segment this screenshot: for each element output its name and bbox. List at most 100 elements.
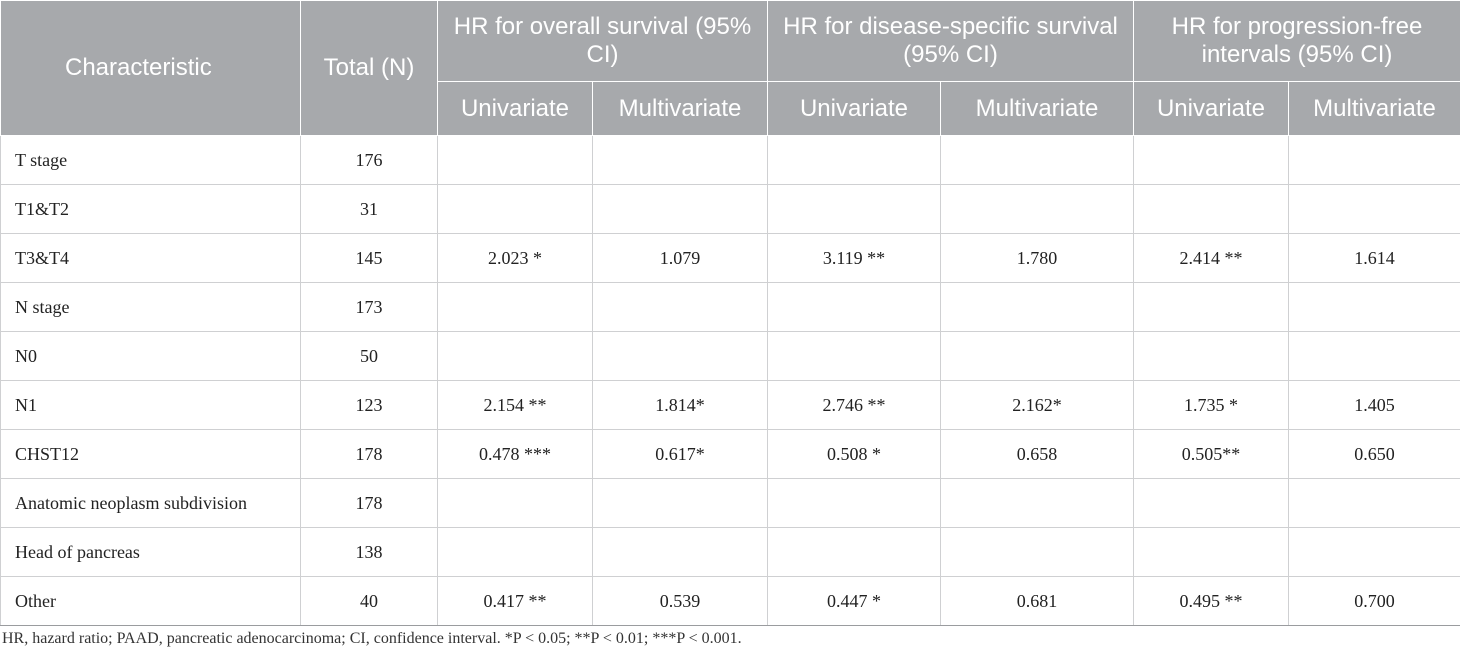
cell-characteristic: N stage xyxy=(0,282,301,332)
cell-hr-value xyxy=(1133,527,1289,577)
cell-hr-value: 0.539 xyxy=(592,576,768,626)
cell-hr-value xyxy=(940,527,1134,577)
cell-total: 173 xyxy=(300,282,438,332)
header-total: Total (N) xyxy=(300,0,438,136)
cell-hr-value xyxy=(767,282,941,332)
cell-hr-value: 0.495 ** xyxy=(1133,576,1289,626)
cell-hr-value xyxy=(1133,184,1289,234)
table-row: Anatomic neoplasm subdivision 178 xyxy=(0,478,1460,528)
cell-hr-value: 1.780 xyxy=(940,233,1134,283)
hazard-ratio-table: Characteristic Total (N) HR for overall … xyxy=(0,0,1460,626)
cell-hr-value: 0.650 xyxy=(1288,429,1460,479)
cell-characteristic: N1 xyxy=(0,380,301,430)
cell-hr-value: 0.447 * xyxy=(767,576,941,626)
cell-hr-value xyxy=(592,331,768,381)
cell-hr-value: 0.617* xyxy=(592,429,768,479)
cell-characteristic: T1&T2 xyxy=(0,184,301,234)
cell-hr-value xyxy=(767,184,941,234)
cell-hr-value xyxy=(1133,135,1289,185)
cell-hr-value xyxy=(940,331,1134,381)
table-row: Other 40 0.417 ** 0.539 0.447 * 0.681 0.495 **… xyxy=(0,576,1460,626)
header-group-overall-survival: HR for overall survival (95% CI) xyxy=(437,0,768,82)
table-row: T1&T2 31 xyxy=(0,184,1460,234)
cell-hr-value xyxy=(940,282,1134,332)
header-characteristic: Characteristic xyxy=(0,0,301,136)
cell-hr-value xyxy=(1133,282,1289,332)
cell-hr-value xyxy=(767,331,941,381)
cell-hr-value xyxy=(592,282,768,332)
cell-hr-value: 0.508 * xyxy=(767,429,941,479)
cell-characteristic: Other xyxy=(0,576,301,626)
cell-hr-value: 1.405 xyxy=(1288,380,1460,430)
cell-characteristic: T stage xyxy=(0,135,301,185)
cell-hr-value xyxy=(1288,331,1460,381)
table-row: T3&T4 145 2.023 * 1.079 3.119 ** 1.780 2.414 *… xyxy=(0,233,1460,283)
cell-hr-value xyxy=(437,478,593,528)
cell-hr-value xyxy=(592,527,768,577)
cell-hr-value: 0.417 ** xyxy=(437,576,593,626)
table-header: Characteristic Total (N) HR for overall … xyxy=(0,0,1460,136)
cell-hr-value xyxy=(767,478,941,528)
header-univariate: Univariate xyxy=(1133,81,1289,136)
table-row: CHST12 178 0.478 *** 0.617* 0.508 * 0.658 0.50… xyxy=(0,429,1460,479)
header-group-progression-free-intervals: HR for progression-free intervals (95% C… xyxy=(1133,0,1460,82)
cell-hr-value: 3.119 ** xyxy=(767,233,941,283)
cell-characteristic: N0 xyxy=(0,331,301,381)
cell-hr-value xyxy=(437,184,593,234)
cell-hr-value xyxy=(1288,282,1460,332)
cell-hr-value: 1.079 xyxy=(592,233,768,283)
table-row: Head of pancreas 138 xyxy=(0,527,1460,577)
cell-hr-value xyxy=(1288,135,1460,185)
header-multivariate: Multivariate xyxy=(940,81,1134,136)
cell-hr-value: 2.023 * xyxy=(437,233,593,283)
cell-hr-value xyxy=(437,331,593,381)
cell-hr-value: 0.681 xyxy=(940,576,1134,626)
cell-hr-value xyxy=(1133,478,1289,528)
cell-hr-value xyxy=(437,135,593,185)
cell-hr-value: 2.414 ** xyxy=(1133,233,1289,283)
cell-hr-value xyxy=(592,478,768,528)
cell-hr-value xyxy=(1288,527,1460,577)
cell-total: 50 xyxy=(300,331,438,381)
table-row: N stage 173 xyxy=(0,282,1460,332)
cell-total: 123 xyxy=(300,380,438,430)
table-row: T stage 176 xyxy=(0,135,1460,185)
cell-characteristic: Anatomic neoplasm subdivision xyxy=(0,478,301,528)
cell-characteristic: CHST12 xyxy=(0,429,301,479)
cell-hr-value xyxy=(767,135,941,185)
table-row: N0 50 xyxy=(0,331,1460,381)
cell-hr-value xyxy=(592,135,768,185)
header-multivariate: Multivariate xyxy=(1288,81,1460,136)
cell-hr-value: 2.746 ** xyxy=(767,380,941,430)
cell-hr-value: 0.700 xyxy=(1288,576,1460,626)
cell-hr-value xyxy=(940,135,1134,185)
cell-total: 178 xyxy=(300,429,438,479)
cell-hr-value xyxy=(940,184,1134,234)
table-footnote: HR, hazard ratio; PAAD, pancreatic adeno… xyxy=(2,630,742,647)
cell-hr-value: 2.162* xyxy=(940,380,1134,430)
cell-hr-value: 1.735 * xyxy=(1133,380,1289,430)
cell-total: 40 xyxy=(300,576,438,626)
cell-total: 138 xyxy=(300,527,438,577)
cell-hr-value xyxy=(1133,331,1289,381)
cell-hr-value xyxy=(940,478,1134,528)
header-multivariate: Multivariate xyxy=(592,81,768,136)
cell-characteristic: T3&T4 xyxy=(0,233,301,283)
cell-total: 178 xyxy=(300,478,438,528)
cell-hr-value xyxy=(1288,184,1460,234)
cell-hr-value: 0.658 xyxy=(940,429,1134,479)
cell-total: 176 xyxy=(300,135,438,185)
cell-characteristic: Head of pancreas xyxy=(0,527,301,577)
cell-total: 145 xyxy=(300,233,438,283)
cell-hr-value: 0.505** xyxy=(1133,429,1289,479)
table-body: T stage 176 T1&T2 31 T3&T4 145 2.023 * 1.079 3.1… xyxy=(0,135,1460,626)
header-group-disease-specific-survival: HR for disease-specific survival (95% CI… xyxy=(767,0,1134,82)
header-univariate: Univariate xyxy=(437,81,593,136)
cell-hr-value: 0.478 *** xyxy=(437,429,593,479)
cell-total: 31 xyxy=(300,184,438,234)
header-univariate: Univariate xyxy=(767,81,941,136)
cell-hr-value: 2.154 ** xyxy=(437,380,593,430)
table-row: N1 123 2.154 ** 1.814* 2.746 ** 2.162* 1.735 *… xyxy=(0,380,1460,430)
cell-hr-value xyxy=(767,527,941,577)
cell-hr-value xyxy=(437,527,593,577)
